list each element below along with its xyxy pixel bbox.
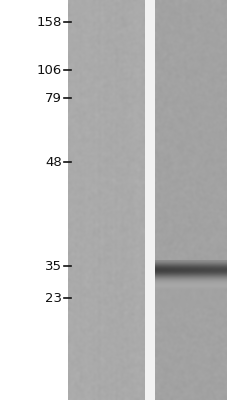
Text: 79: 79 [45, 92, 62, 104]
Text: 106: 106 [37, 64, 62, 76]
Text: 23: 23 [45, 292, 62, 304]
Text: 158: 158 [37, 16, 62, 28]
Text: 35: 35 [45, 260, 62, 272]
Text: 48: 48 [45, 156, 62, 168]
